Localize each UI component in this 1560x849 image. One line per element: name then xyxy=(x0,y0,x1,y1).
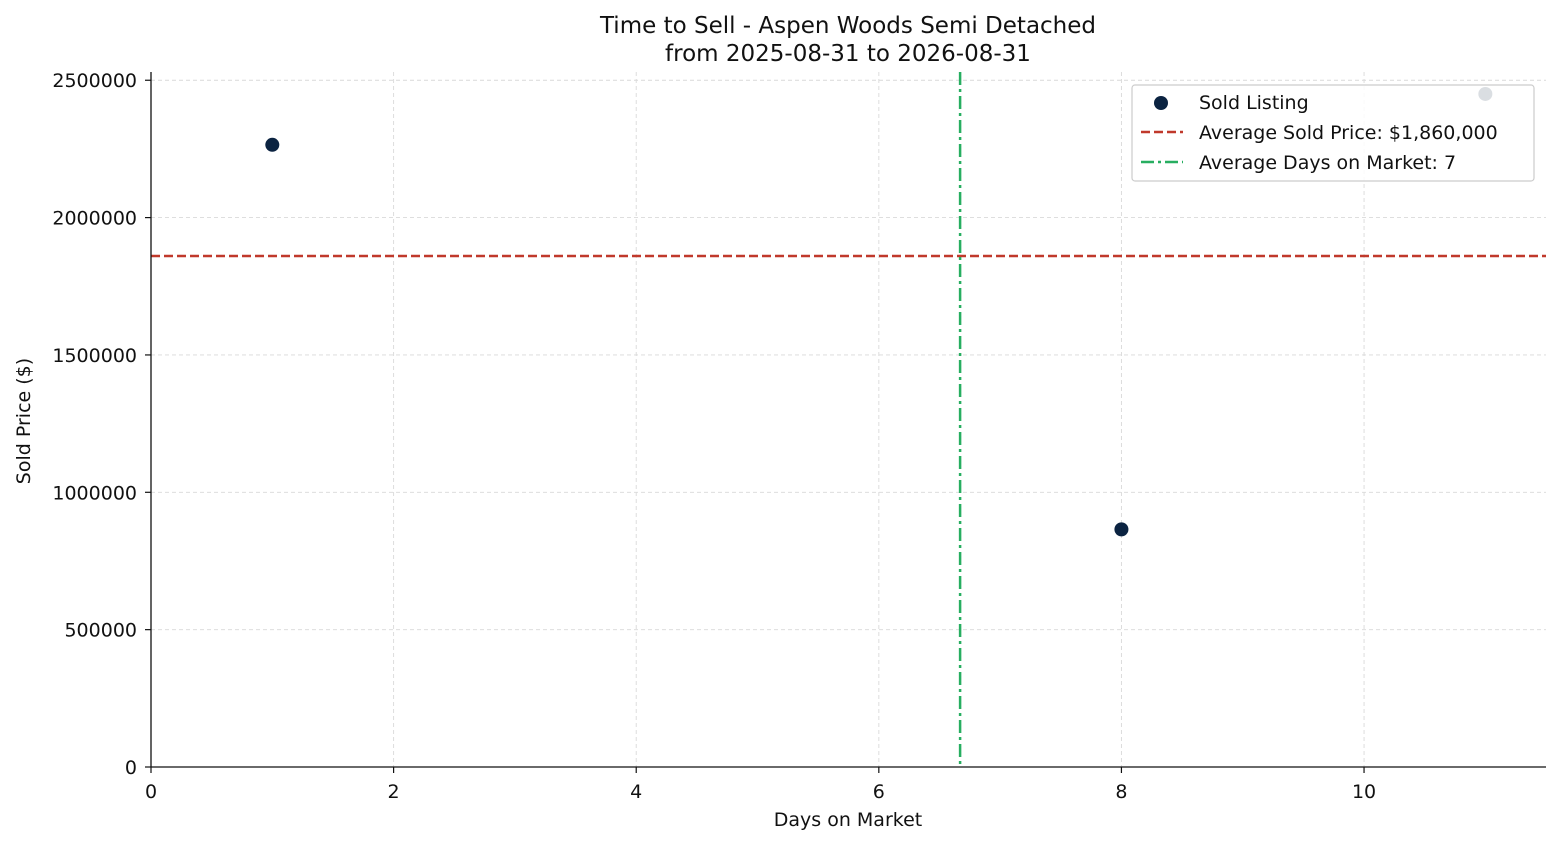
y-tick-label: 0 xyxy=(125,757,137,779)
x-tick-label: 4 xyxy=(630,781,642,803)
x-axis-label: Days on Market xyxy=(774,809,922,831)
legend-label-sold-listing: Sold Listing xyxy=(1199,92,1309,114)
y-tick-label: 2500000 xyxy=(52,70,137,92)
x-tick-label: 8 xyxy=(1115,781,1127,803)
legend-label-average-sold-price: Average Sold Price: $1,860,000 xyxy=(1199,122,1498,144)
y-tick-label: 1000000 xyxy=(52,482,137,504)
chart-title: Time to Sell - Aspen Woods Semi Detached xyxy=(599,13,1096,39)
x-tick-label: 6 xyxy=(873,781,885,803)
legend-label-average-days-on-market: Average Days on Market: 7 xyxy=(1199,152,1456,174)
legend: Sold Listing Average Sold Price: $1,860,… xyxy=(1131,84,1535,182)
x-tick-label: 10 xyxy=(1352,781,1376,803)
legend-box xyxy=(1131,84,1535,182)
y-tick-label: 500000 xyxy=(64,620,137,642)
y-tick-label: 1500000 xyxy=(52,345,137,367)
x-tick-label: 0 xyxy=(145,781,157,803)
axes xyxy=(145,72,1546,773)
sold-listing-point xyxy=(1114,522,1129,537)
tick-labels: 0 2 4 6 8 10 0 500000 1000000 1500000 2000000 25000… xyxy=(52,70,1376,803)
sold-listing-point xyxy=(265,137,280,152)
reference-lines xyxy=(151,72,1546,767)
chart-subtitle: from 2025-08-31 to 2026-08-31 xyxy=(665,41,1031,67)
y-axis-label: Sold Price ($) xyxy=(13,358,35,484)
y-tick-label: 2000000 xyxy=(52,208,137,230)
legend-marker-sold-listing xyxy=(1154,96,1168,110)
x-tick-label: 2 xyxy=(388,781,400,803)
